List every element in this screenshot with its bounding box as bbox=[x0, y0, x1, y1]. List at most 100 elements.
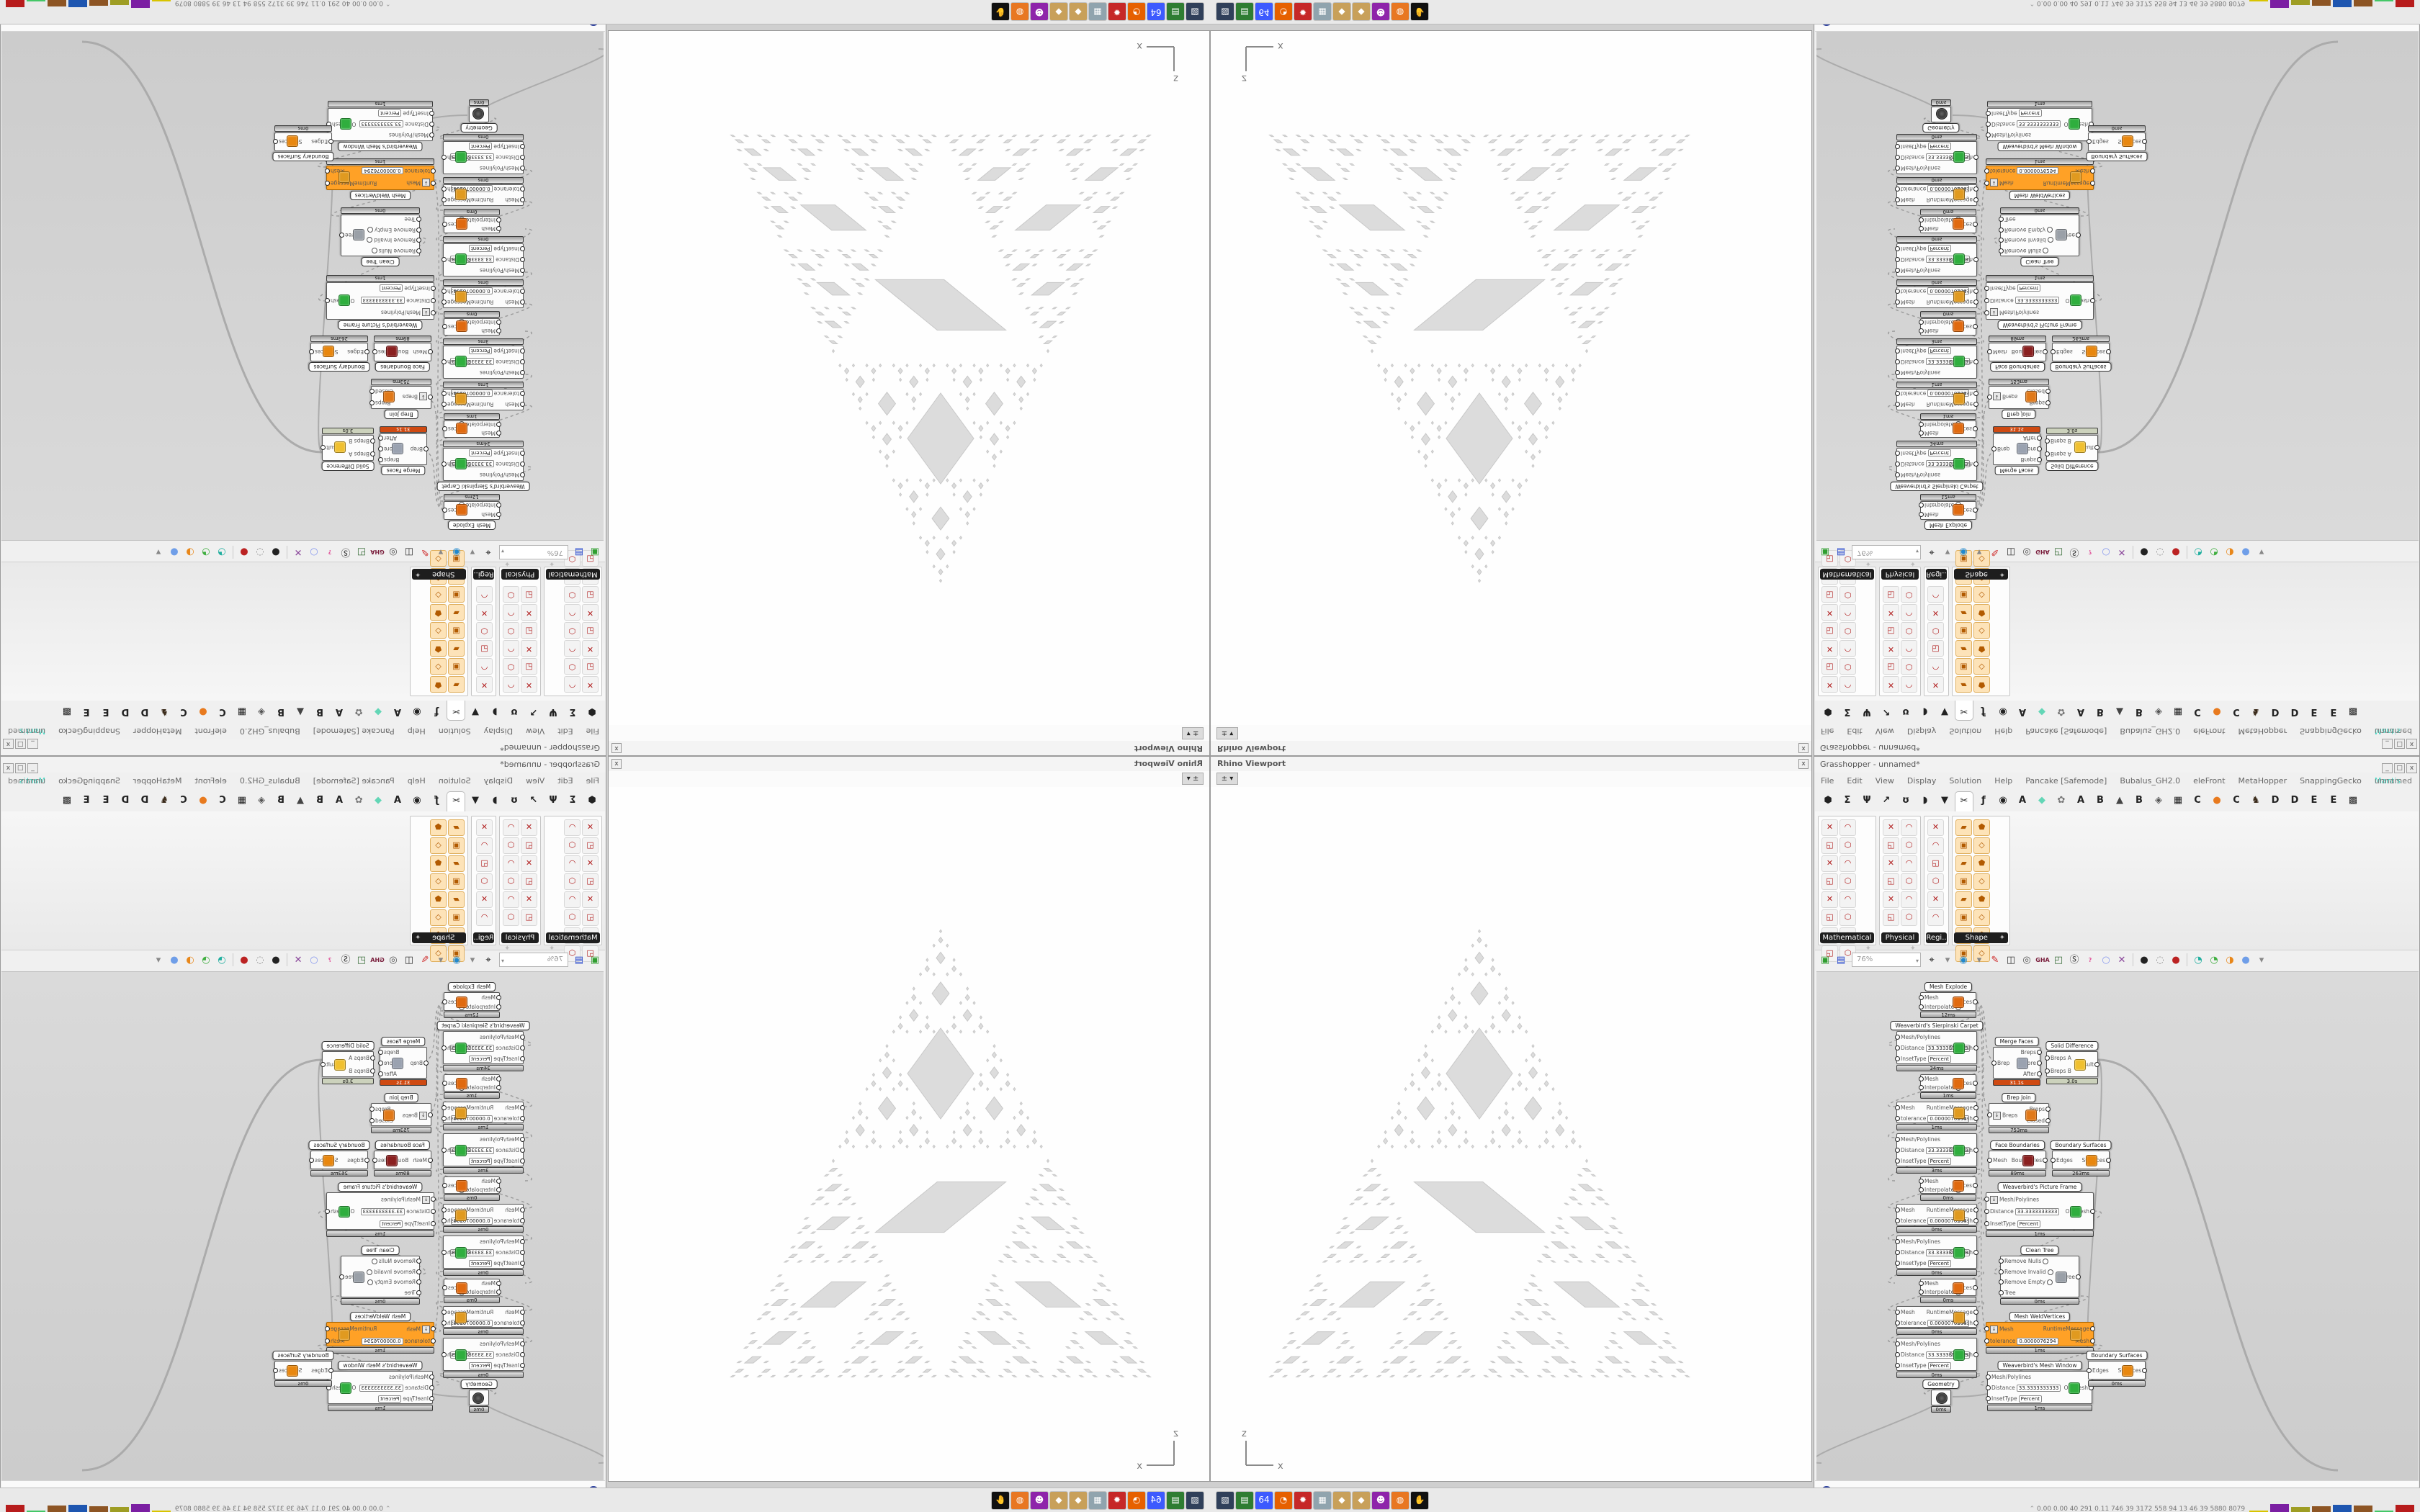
input-port[interactable] bbox=[1984, 298, 1989, 303]
input-port[interactable] bbox=[1895, 1137, 1900, 1142]
input-port[interactable] bbox=[496, 1179, 501, 1184]
close-icon[interactable]: x bbox=[2406, 739, 2417, 749]
component-icon[interactable]: ⬡ bbox=[1901, 873, 1917, 890]
component-icon[interactable]: ⬟ bbox=[430, 819, 447, 836]
component-icon[interactable]: ◱ bbox=[582, 586, 599, 603]
grasshopper-titlebar[interactable]: Grasshopper - unnamed* _□x bbox=[1, 757, 606, 773]
dna-icon[interactable]: ✕ bbox=[2118, 546, 2126, 557]
input-port[interactable] bbox=[431, 1326, 436, 1331]
input-port[interactable] bbox=[520, 451, 525, 456]
input-port[interactable] bbox=[520, 257, 525, 262]
search-icon[interactable]: Ⓢ bbox=[341, 546, 351, 557]
preview-shaded-icon[interactable]: ● bbox=[2172, 955, 2180, 966]
tab-plugin-grid[interactable]: ▦ bbox=[2173, 706, 2183, 717]
tab-plugin-bird[interactable]: ♞ bbox=[2251, 706, 2260, 717]
input-port[interactable] bbox=[1919, 226, 1924, 231]
output-port[interactable] bbox=[442, 1081, 447, 1086]
tab-plugin-a2[interactable]: A bbox=[2076, 795, 2085, 806]
component-icon[interactable]: ⬡ bbox=[1839, 837, 1856, 854]
input-port[interactable] bbox=[496, 1004, 501, 1009]
half-orange-icon[interactable]: ◑ bbox=[186, 955, 194, 966]
component-icon[interactable]: ✕ bbox=[582, 640, 599, 657]
palette-panel-label[interactable]: Shape ✦ bbox=[412, 932, 466, 943]
input-port[interactable] bbox=[1984, 1338, 1989, 1344]
component-icon[interactable]: ◇ bbox=[1973, 622, 1990, 639]
component-icon[interactable]: ▣ bbox=[1955, 909, 1972, 926]
paint-app-icon[interactable]: ◆ bbox=[1332, 1491, 1351, 1510]
input-port[interactable] bbox=[416, 1290, 421, 1295]
menu-item-bubalus-gh2-0[interactable]: Bubalus_GH2.0 bbox=[2120, 726, 2181, 736]
component-icon[interactable]: ⬟ bbox=[430, 676, 447, 693]
red-badge-app-icon[interactable]: ✹ bbox=[1294, 1491, 1312, 1510]
tab-vector[interactable]: ↗ bbox=[1882, 795, 1891, 806]
save-file-icon[interactable]: ▤ bbox=[1836, 955, 1846, 966]
component-icon[interactable]: ✕ bbox=[521, 855, 537, 872]
menu-item-metahopper[interactable]: MetaHopper bbox=[133, 726, 182, 736]
input-port[interactable] bbox=[1999, 228, 2004, 233]
gh-node[interactable]: BrepBrepsBeforeAfter bbox=[1991, 433, 2042, 465]
output-port[interactable] bbox=[369, 1107, 375, 1112]
component-icon[interactable]: ▰ bbox=[448, 891, 465, 908]
component-icon[interactable]: ✕ bbox=[1883, 604, 1899, 621]
input-port[interactable] bbox=[431, 1338, 436, 1344]
component-icon[interactable]: ◇ bbox=[430, 909, 447, 926]
menu-item-metahopper[interactable]: MetaHopper bbox=[2238, 776, 2287, 786]
gh-node[interactable]: ↓Mesh/Polylines Distance33.3333333333 Inse… bbox=[325, 1192, 436, 1230]
display-app-icon[interactable]: ▧ bbox=[1186, 2, 1204, 21]
dropdown-arrow[interactable]: ▾ bbox=[470, 546, 475, 557]
preview-shaded-icon[interactable]: ● bbox=[2172, 546, 2180, 557]
component-icon[interactable]: ◱ bbox=[476, 640, 493, 657]
component-icon[interactable]: ✕ bbox=[582, 604, 599, 621]
input-port[interactable] bbox=[1984, 310, 1989, 315]
component-icon[interactable]: ✕ bbox=[521, 819, 537, 836]
output-port[interactable] bbox=[2090, 168, 2095, 174]
component-icon[interactable]: ✕ bbox=[582, 855, 599, 872]
gh-node[interactable]: EdgesSurfaces bbox=[309, 343, 369, 361]
component-icon[interactable]: ◱ bbox=[1821, 909, 1838, 926]
gh-node[interactable] bbox=[1931, 107, 1951, 122]
dropdown-arrow[interactable]: ▾ bbox=[470, 955, 475, 966]
input-port[interactable] bbox=[1984, 1221, 1989, 1226]
input-port[interactable] bbox=[1999, 217, 2004, 222]
tab-plugin-b1[interactable]: B bbox=[2097, 795, 2104, 806]
dropdown-arrow[interactable]: ▾ bbox=[1945, 546, 1950, 557]
output-port[interactable] bbox=[1973, 222, 1978, 227]
menu-item-solution[interactable]: Solution bbox=[438, 726, 471, 736]
input-port[interactable] bbox=[431, 168, 436, 174]
component-icon[interactable]: ⬡ bbox=[503, 622, 519, 639]
input-port[interactable] bbox=[1999, 1269, 2004, 1274]
blender-app-icon[interactable]: ◍ bbox=[1010, 2, 1029, 21]
input-port[interactable] bbox=[1895, 300, 1900, 305]
component-icon[interactable]: ◠ bbox=[564, 604, 581, 621]
tab-plugin-b1[interactable]: B bbox=[2097, 706, 2104, 717]
component-icon[interactable]: ◠ bbox=[1927, 909, 1944, 926]
gh-node[interactable]: Remove Nulls Remove Invalid Remove Empty Tr… bbox=[1999, 215, 2081, 256]
tab-mesh[interactable]: ▼ bbox=[1941, 706, 1948, 717]
component-icon[interactable]: ▣ bbox=[448, 586, 465, 603]
tab-plugin-c2[interactable]: C bbox=[2233, 795, 2240, 806]
viewport-canvas[interactable]: z x bbox=[1211, 787, 1811, 1480]
gh-node[interactable]: MeshBoundaries bbox=[372, 1151, 433, 1169]
output-port[interactable] bbox=[1973, 155, 1978, 160]
component-icon[interactable]: ◱ bbox=[521, 586, 537, 603]
tab-plugin-d2[interactable]: D bbox=[121, 706, 130, 717]
component-icon[interactable]: ⬡ bbox=[503, 873, 519, 890]
output-port[interactable] bbox=[442, 999, 447, 1004]
input-port[interactable] bbox=[416, 228, 421, 233]
hand-app-icon[interactable]: ✋ bbox=[1410, 1491, 1429, 1510]
input-port[interactable] bbox=[496, 217, 501, 222]
tab-plugin-a1[interactable]: A bbox=[2018, 706, 2027, 717]
component-icon[interactable]: ✕ bbox=[582, 819, 599, 836]
input-port[interactable] bbox=[370, 1068, 375, 1074]
document-icon[interactable]: ◰ bbox=[357, 546, 367, 557]
output-port[interactable] bbox=[2090, 181, 2095, 186]
tab-plugin-a1[interactable]: A bbox=[393, 795, 402, 806]
tab-plugin-dot[interactable]: ● bbox=[2213, 706, 2221, 717]
